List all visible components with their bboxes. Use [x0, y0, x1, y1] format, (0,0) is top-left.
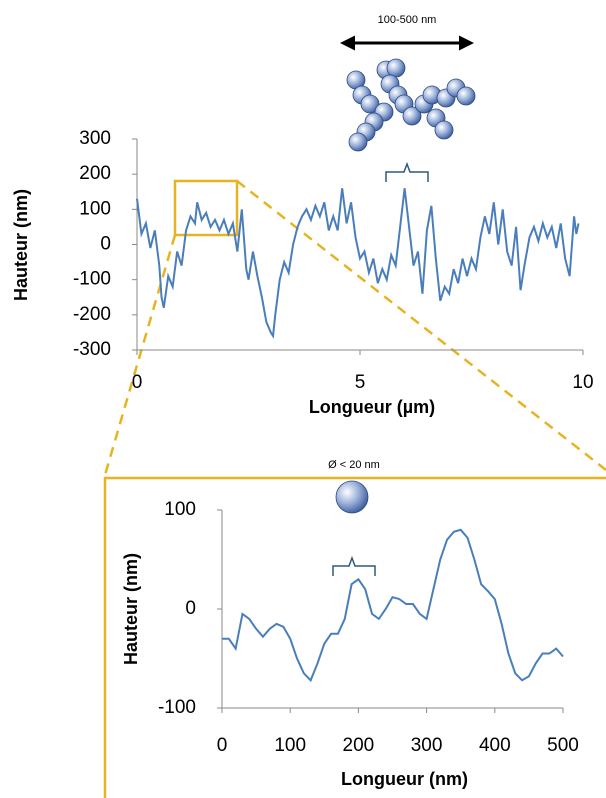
- x-tick-label: 10: [572, 372, 593, 393]
- y-tick-label: 100: [164, 499, 196, 520]
- y-tick-label: -300: [73, 339, 111, 360]
- x-tick-label: 300: [411, 735, 443, 756]
- y-axis-label: Hauteur (nm): [11, 189, 31, 301]
- cluster-illustration: [332, 35, 476, 576]
- x-tick-label: 5: [355, 372, 366, 393]
- y-axis-label: Hauteur (nm): [121, 553, 141, 665]
- y-tick-label: -100: [158, 697, 196, 718]
- x-tick-label: 500: [547, 735, 579, 756]
- x-tick-label: 0: [132, 372, 143, 393]
- x-tick-label: 0: [217, 735, 228, 756]
- y-tick-label: -200: [73, 304, 111, 325]
- x-tick-label: 200: [343, 735, 375, 756]
- y-tick-label: 300: [79, 128, 111, 149]
- x-axis-label: Longueur (µm): [309, 397, 435, 417]
- annotation: 100-500 nm: [378, 14, 437, 26]
- y-tick-label: 0: [185, 598, 196, 619]
- x-tick-label: 100: [274, 735, 306, 756]
- data-line: [222, 528, 564, 683]
- y-tick-label: 100: [79, 198, 111, 219]
- annotation: Ø < 20 nm: [328, 459, 380, 471]
- y-tick-label: -100: [73, 269, 111, 290]
- x-tick-label: 400: [479, 735, 511, 756]
- y-tick-label: 0: [100, 234, 111, 255]
- data-line: [136, 188, 580, 339]
- y-tick-label: 200: [79, 163, 111, 184]
- x-axis-label: Longueur (nm): [341, 769, 468, 789]
- zoom-guides: [103, 179, 606, 798]
